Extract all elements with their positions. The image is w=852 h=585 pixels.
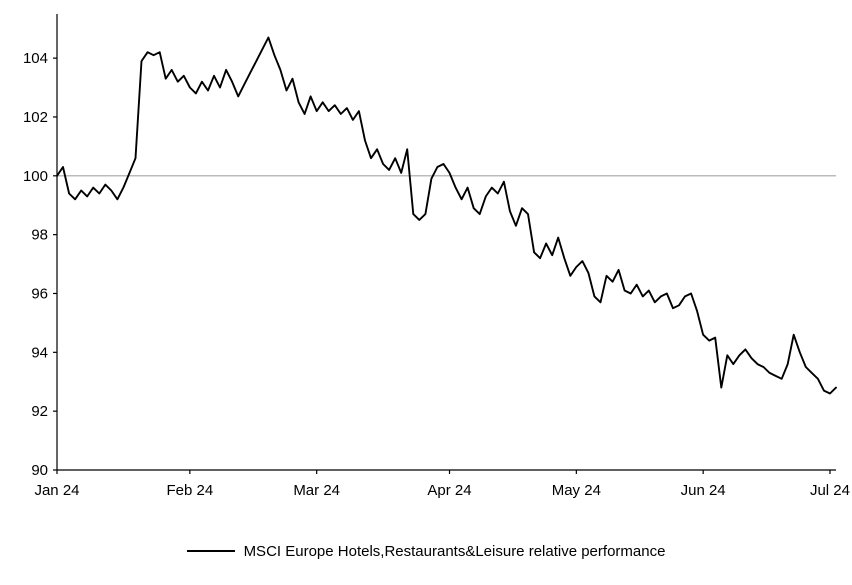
y-tick-label: 92 xyxy=(31,403,48,420)
x-tick-label: May 24 xyxy=(552,482,601,499)
y-tick-label: 90 xyxy=(31,462,48,479)
legend-label: MSCI Europe Hotels,Restaurants&Leisure r… xyxy=(243,542,666,560)
y-tick-label: 94 xyxy=(31,344,48,361)
x-tick-label: Mar 24 xyxy=(293,482,340,499)
y-tick-label: 100 xyxy=(23,168,48,185)
x-tick-label: Jan 24 xyxy=(34,482,79,499)
y-tick-label: 98 xyxy=(31,227,48,244)
x-tick-label: Jul 24 xyxy=(810,482,850,499)
legend-line-sample xyxy=(186,550,235,552)
series-line xyxy=(56,36,837,395)
x-tick-label: Jun 24 xyxy=(681,482,726,499)
x-tick-label: Feb 24 xyxy=(167,482,214,499)
y-tick-label: 104 xyxy=(23,50,48,67)
x-tick-label: Apr 24 xyxy=(427,482,471,499)
y-tick-label: 102 xyxy=(23,109,48,126)
y-tick-label: 96 xyxy=(31,285,48,302)
legend: MSCI Europe Hotels,Restaurants&Leisure r… xyxy=(0,540,852,562)
